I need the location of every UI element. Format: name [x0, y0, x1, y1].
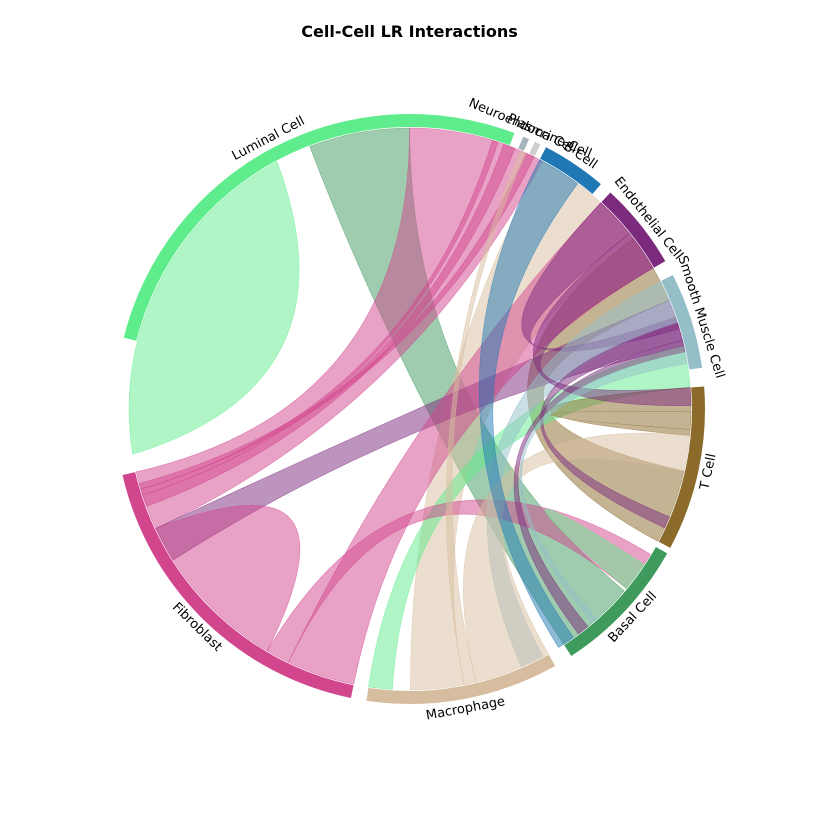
group-arc — [518, 136, 530, 151]
chords-layer — [128, 127, 692, 691]
chord-ribbon — [155, 505, 301, 652]
group-arc — [564, 547, 668, 657]
chord-ribbon — [519, 351, 688, 624]
group-arcs-layer — [122, 113, 706, 704]
chord-ribbon — [478, 159, 579, 648]
chord-ribbon — [128, 161, 300, 455]
chord-ribbon — [540, 322, 683, 529]
group-arc — [601, 192, 666, 268]
chord-ribbon — [446, 150, 527, 686]
group-arc — [540, 147, 601, 195]
group-arc — [366, 654, 556, 704]
group-arc — [658, 386, 706, 548]
chord-ribbon — [544, 508, 645, 589]
chart-title: Cell-Cell LR Interactions — [301, 22, 518, 41]
group-arc — [529, 141, 541, 157]
chord-ribbon — [532, 233, 692, 406]
chord-ribbon — [266, 499, 651, 663]
group-arc — [661, 274, 703, 370]
